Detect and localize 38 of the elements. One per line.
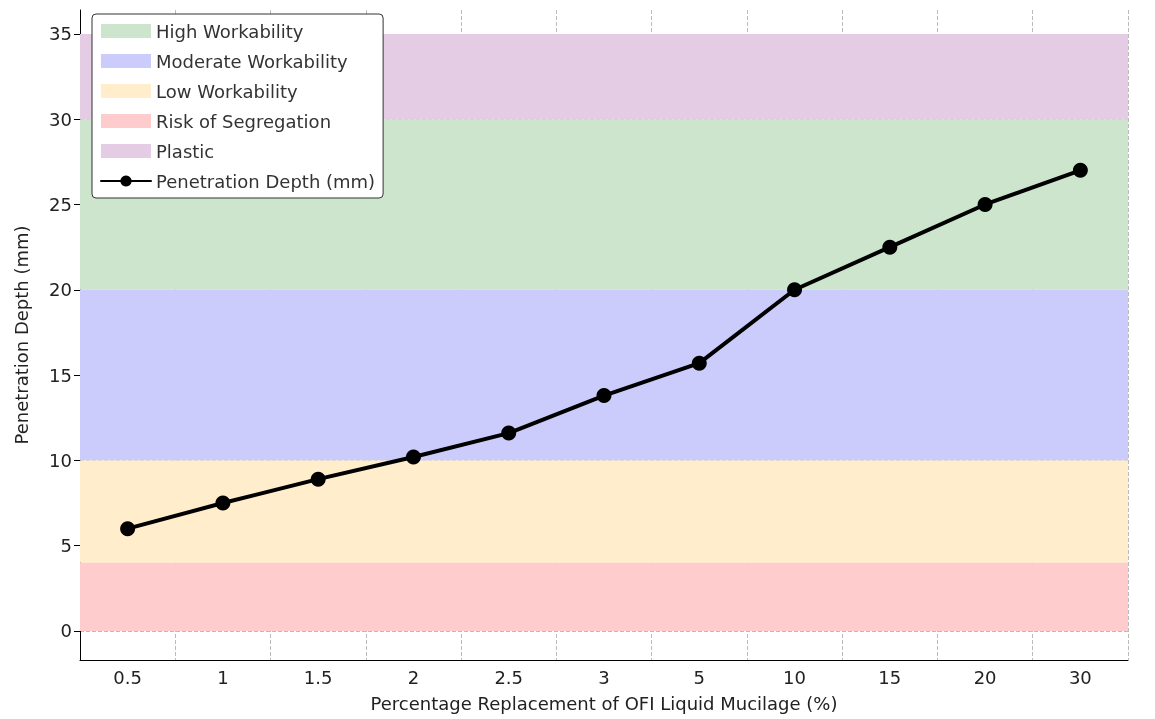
x-tick-label: 15 xyxy=(878,666,902,688)
x-axis-title: Percentage Replacement of OFI Liquid Mucilage (%) xyxy=(370,692,838,714)
point xyxy=(310,471,326,487)
legend-label: High Workability xyxy=(156,20,304,42)
legend-label: Low Workability xyxy=(156,80,298,102)
x-tick-label: 5 xyxy=(693,666,705,688)
point xyxy=(787,282,803,298)
legend-label: Moderate Workability xyxy=(156,50,349,72)
y-tick-label: 15 xyxy=(49,364,72,386)
point xyxy=(120,521,136,537)
x-tick-label: 0.5 xyxy=(113,666,142,688)
y-tick-label: 25 xyxy=(49,193,72,215)
x-tick-label: 2 xyxy=(407,666,420,688)
point xyxy=(501,425,517,441)
legend-label: Penetration Depth (mm) xyxy=(156,170,376,192)
point xyxy=(215,495,231,511)
y-tick-label: 35 xyxy=(49,23,72,45)
x-tick-label: 3 xyxy=(598,666,610,688)
x-tick-label: 10 xyxy=(783,666,806,688)
legend-label: Risk of Segregation xyxy=(156,110,332,132)
y-tick-label: 0 xyxy=(60,620,72,642)
y-tick-label: 20 xyxy=(49,279,72,301)
y-tick-label: 10 xyxy=(49,449,72,471)
point xyxy=(691,355,707,371)
point xyxy=(405,449,421,465)
y-tick-label: 30 xyxy=(49,108,72,130)
y-axis-title: Penetration Depth (mm) xyxy=(10,225,32,445)
x-tick-label: 30 xyxy=(1068,666,1092,688)
x-tick-label: 2.5 xyxy=(494,666,524,688)
x-tick-label: 1.5 xyxy=(303,666,333,688)
point xyxy=(882,239,898,255)
legend-label: Plastic xyxy=(156,140,215,162)
x-tick-label: 1 xyxy=(217,666,229,688)
point xyxy=(1072,162,1088,178)
y-tick-label: 5 xyxy=(60,535,72,557)
point xyxy=(977,196,993,212)
x-tick-label: 20 xyxy=(973,666,997,688)
point xyxy=(596,388,612,404)
